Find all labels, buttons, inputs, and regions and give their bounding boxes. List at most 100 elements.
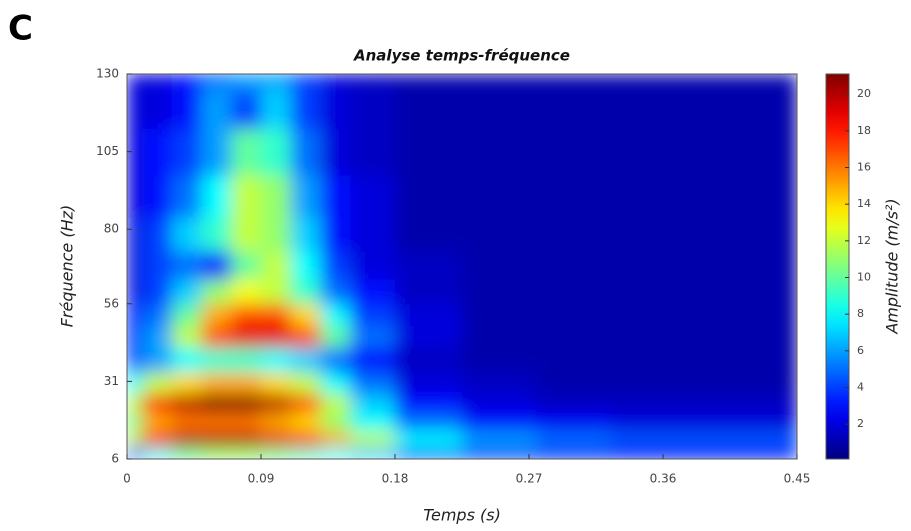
heat-cell [395,393,463,413]
y-tick-label: 80 [104,222,119,236]
heat-cell [141,347,173,373]
x-tick-label: 0.45 [784,472,811,486]
heat-cell [350,412,396,432]
heat-cell [395,74,463,91]
heat-cell [395,431,463,448]
heat-cell [320,174,351,218]
heat-cell [395,325,463,348]
heat-cell [320,325,351,348]
heat-cell [685,128,761,176]
heat-cell [261,393,292,413]
heat-cell [759,303,797,326]
heat-cell [141,174,173,218]
chart-title: Analyse temps-fréquence [353,47,570,65]
heat-cell [201,303,232,326]
y-tick-label: 130 [96,67,119,81]
heat-cell [201,216,232,252]
heat-cell [231,303,262,326]
heat-cell [231,74,262,91]
heat-cell [610,89,686,129]
heat-cell [759,431,797,448]
heat-cell [320,278,351,305]
x-axis-label: Temps (s) [423,506,501,525]
heat-cell [536,128,612,176]
heat-cell [171,303,202,326]
heat-cell [610,303,686,326]
heat-cell [231,393,262,413]
heat-cell [320,393,351,413]
heat-cell [462,393,537,413]
heat-cell [610,174,686,218]
heat-cell [395,250,463,280]
heat-cell [685,174,761,218]
heat-cell [536,412,612,432]
heat-cell [261,347,292,373]
heat-cell [290,74,322,91]
heat-cell [141,250,173,280]
heat-cell [171,393,202,413]
heat-cell [320,89,351,129]
heat-cell [685,431,761,448]
heat-cell [231,347,262,373]
heat-cell [141,393,173,413]
heat-cell [171,89,202,129]
heat-cell [395,347,463,373]
y-tick-label: 31 [104,374,119,388]
heat-cell [261,412,292,432]
heat-cell [290,303,322,326]
heat-cell [290,372,322,395]
heat-cell [127,372,143,395]
heat-cell [350,216,396,252]
heat-cell [231,89,262,129]
heat-cell [261,446,292,459]
heat-cell [171,174,202,218]
colorbar-tick-label: 16 [857,161,871,174]
heatmap-cells [127,74,797,459]
heat-cell [610,446,686,459]
heat-cell [395,412,463,432]
y-tick-label: 105 [96,144,119,158]
heat-cell [141,325,173,348]
heat-cell [462,325,537,348]
heat-cell [171,412,202,432]
heat-cell [759,250,797,280]
heat-cell [462,89,537,129]
heat-cell [231,216,262,252]
heat-cell [350,278,396,305]
heat-cell [462,174,537,218]
heat-cell [127,431,143,448]
heat-cell [201,446,232,459]
heat-cell [290,89,322,129]
heat-cell [320,412,351,432]
heat-cell [759,174,797,218]
heat-cell [201,250,232,280]
heat-cell [127,216,143,252]
heat-cell [395,372,463,395]
heat-cell [290,347,322,373]
heat-cell [536,347,612,373]
heat-cell [290,250,322,280]
heat-cell [685,446,761,459]
heat-cell [201,74,232,91]
heat-cell [171,446,202,459]
heat-cell [201,325,232,348]
heat-cell [610,74,686,91]
heat-cell [261,372,292,395]
heat-cell [231,325,262,348]
colorbar-tick-label: 20 [857,87,871,100]
heat-cell [350,250,396,280]
plot-frame [126,73,798,460]
heat-cell [685,325,761,348]
heat-cell [171,128,202,176]
heat-cell [536,216,612,252]
heat-cell [290,216,322,252]
heat-cell [320,216,351,252]
heat-cell [462,412,537,432]
heat-cell [395,89,463,129]
heat-cell [171,216,202,252]
heat-cell [231,431,262,448]
heat-cell [610,250,686,280]
heat-cell [350,128,396,176]
heat-cell [201,89,232,129]
